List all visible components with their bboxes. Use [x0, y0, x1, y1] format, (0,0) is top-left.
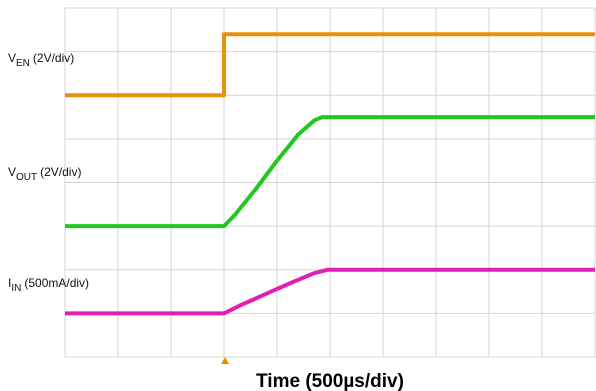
channel-label: VOUT (2V/div)	[8, 165, 81, 183]
label-name: V	[8, 51, 16, 65]
label-subscript: EN	[16, 58, 30, 69]
trace	[65, 32, 595, 98]
x-axis-label: Time (500µs/div)	[256, 371, 404, 391]
label-subscript: OUT	[16, 172, 37, 183]
trace	[65, 115, 595, 229]
channel-label: VEN (2V/div)	[8, 51, 74, 69]
trigger-marker	[221, 357, 229, 364]
label-scale: (500mA/div)	[24, 276, 89, 290]
label-name: V	[8, 165, 16, 179]
channel-label: IIN (500mA/div)	[8, 276, 89, 294]
label-scale: (2V/div)	[33, 51, 74, 65]
grid	[64, 7, 596, 358]
label-subscript: IN	[11, 283, 21, 294]
label-name: I	[8, 276, 11, 290]
traces	[65, 32, 595, 316]
channel-labels: VEN (2V/div)VOUT (2V/div)IIN (500mA/div)	[8, 51, 89, 294]
label-scale: (2V/div)	[40, 165, 81, 179]
trace	[65, 267, 595, 316]
